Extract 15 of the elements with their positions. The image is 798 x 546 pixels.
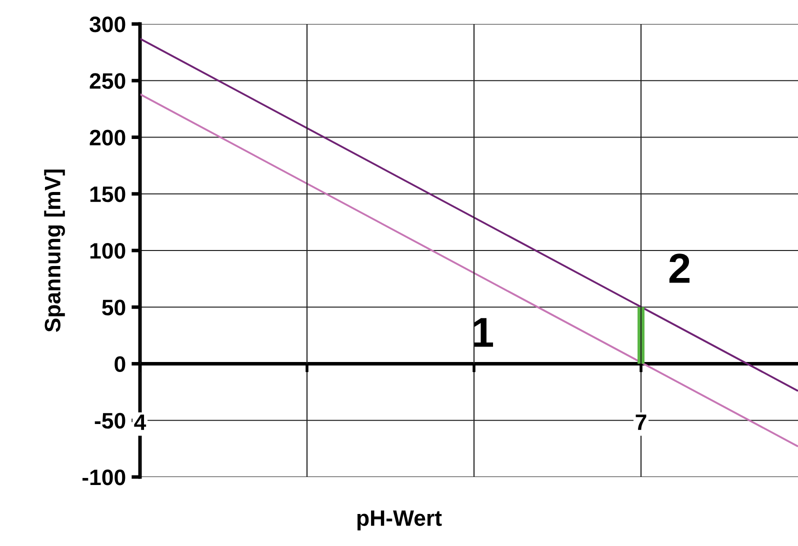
series-label: 1 [474,318,494,347]
y-tick-label: 50 [102,300,126,316]
y-tick-label: 250 [90,73,126,89]
x-tick-label: 4 [134,414,146,430]
y-tick-label: 150 [90,186,126,202]
x-tick-label: 7 [636,414,646,430]
y-tick-label: 200 [90,130,126,146]
series-label: 2 [669,254,690,283]
y-tick-label: -50 [94,412,126,429]
y-tick-label: 0 [114,356,126,372]
y-tick-label: -100 [82,470,126,486]
y-tick-label: 300 [90,16,126,32]
x-axis-title: pH-Wert [357,510,442,530]
y-axis-title: Spannung [mV] [44,170,65,332]
y-tick-label: 100 [90,243,126,259]
